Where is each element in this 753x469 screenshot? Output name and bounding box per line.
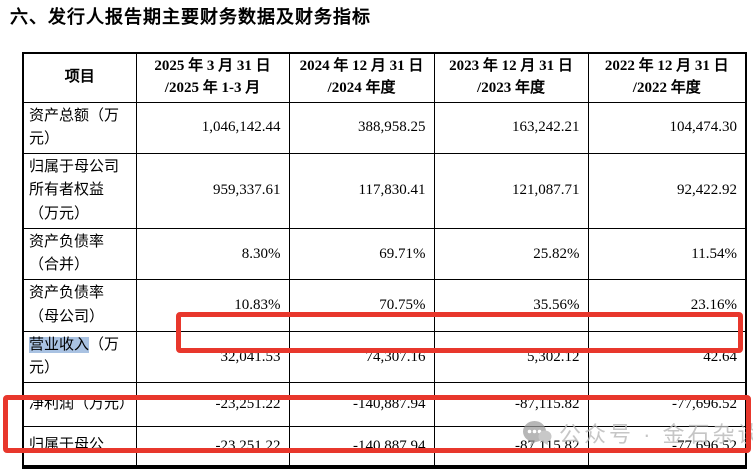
row-label: 归属于母公 [22, 426, 137, 468]
table-header-row: 项目 2025 年 3 月 31 日 /2025 年 1-3 月 2024 年 … [22, 52, 747, 103]
label-text: 资产负债率（母公司） [29, 285, 105, 325]
value-cell: 32,041.53 [135, 330, 290, 384]
page-title: 六、发行人报告期主要财务数据及财务指标 [10, 7, 371, 27]
header-period-line1: 2022 年 12 月 31 日 [604, 58, 729, 74]
value-cell: -77,696.52 [587, 382, 747, 428]
row-label: 营业收入（万元） [22, 330, 137, 384]
value-cell: 25.82% [433, 227, 589, 281]
header-period-2024: 2024 年 12 月 31 日 /2024 年度 [288, 52, 435, 103]
value-cell: -140,887.94 [288, 382, 435, 428]
label-text: 归属于母公司所有者权益（万元） [29, 159, 120, 222]
label-text: 净利润（万元） [29, 396, 135, 413]
header-period-2022: 2022 年 12 月 31 日 /2022 年度 [587, 52, 747, 103]
header-period-line2: /2024 年度 [327, 79, 396, 96]
value-cell: -140,887.94 [288, 426, 435, 468]
value-cell: -23,251.22 [135, 382, 290, 428]
value-cell: 70.75% [288, 279, 435, 332]
row-label: 资产负债率（合并） [22, 227, 137, 281]
value-cell: 959,337.61 [135, 153, 290, 229]
value-cell: 5,302.12 [433, 330, 589, 384]
value-cell: 163,242.21 [433, 101, 589, 154]
label-text: 资产总额（万元） [29, 107, 120, 147]
header-period-line1: 2023 年 12 月 31 日 [449, 58, 573, 74]
value-cell: 69.71% [288, 227, 435, 281]
value-cell: 117,830.41 [288, 153, 435, 229]
selected-text: 营业收入 [29, 336, 90, 353]
row-label: 净利润（万元） [22, 382, 137, 428]
value-cell: -23,251.22 [135, 426, 290, 468]
label-text: 资产负债率（合并） [29, 233, 105, 273]
label-text: 归属于母公 [29, 437, 105, 454]
value-cell: -87,115.82 [433, 382, 589, 428]
value-cell: 23.16% [587, 279, 747, 332]
header-period-2023: 2023 年 12 月 31 日 /2023 年度 [433, 52, 589, 103]
value-cell: -77,696.52 [587, 426, 747, 468]
header-period-2025: 2025 年 3 月 31 日 /2025 年 1-3 月 [135, 52, 290, 103]
value-cell: -87,115.82 [433, 426, 589, 468]
value-cell: 1,046,142.44 [135, 101, 290, 154]
table-row: 资产总额（万元） 1,046,142.44 388,958.25 163,242.21… [22, 101, 747, 154]
header-item: 项目 [22, 52, 137, 103]
value-cell: 42.64 [587, 330, 747, 384]
row-label: 归属于母公司所有者权益（万元） [22, 153, 137, 229]
row-label: 资产负债率（母公司） [22, 279, 137, 332]
financial-data-table: 项目 2025 年 3 月 31 日 /2025 年 1-3 月 2024 年 … [22, 52, 747, 469]
table-row: 营业收入（万元） 32,041.53 74,307.16 5,302.12 42.64 [22, 330, 747, 384]
table-row: 归属于母公司所有者权益（万元） 959,337.61 117,830.41 121,0… [22, 153, 747, 229]
table-row: 净利润（万元） -23,251.22 -140,887.94 -87,115.82 -7… [22, 382, 747, 428]
value-cell: 388,958.25 [288, 101, 435, 154]
value-cell: 11.54% [587, 227, 747, 281]
header-period-line2: /2022 年度 [632, 79, 701, 96]
value-cell: 35.56% [433, 279, 589, 332]
header-period-line1: 2025 年 3 月 31 日 [154, 58, 271, 74]
value-cell: 121,087.71 [433, 153, 589, 229]
table-body: 资产总额（万元） 1,046,142.44 388,958.25 163,242.21… [22, 101, 747, 468]
header-period-line1: 2024 年 12 月 31 日 [299, 58, 424, 74]
row-label: 资产总额（万元） [22, 101, 137, 154]
value-cell: 92,422.92 [587, 153, 747, 229]
value-cell: 104,474.30 [587, 101, 747, 154]
label-text: （万元） [29, 336, 120, 376]
value-cell: 10.83% [135, 279, 290, 332]
value-cell: 74,307.16 [288, 330, 435, 384]
table-row: 资产负债率（合并） 8.30% 69.71% 25.82% 11.54% [22, 227, 747, 281]
value-cell: 8.30% [135, 227, 290, 281]
table-row: 归属于母公 -23,251.22 -140,887.94 -87,115.82 -77,… [22, 426, 747, 468]
table-row: 资产负债率（母公司） 10.83% 70.75% 35.56% 23.16% [22, 279, 747, 332]
header-period-line2: /2025 年 1-3 月 [164, 79, 261, 96]
header-period-line2: /2023 年度 [477, 79, 545, 96]
